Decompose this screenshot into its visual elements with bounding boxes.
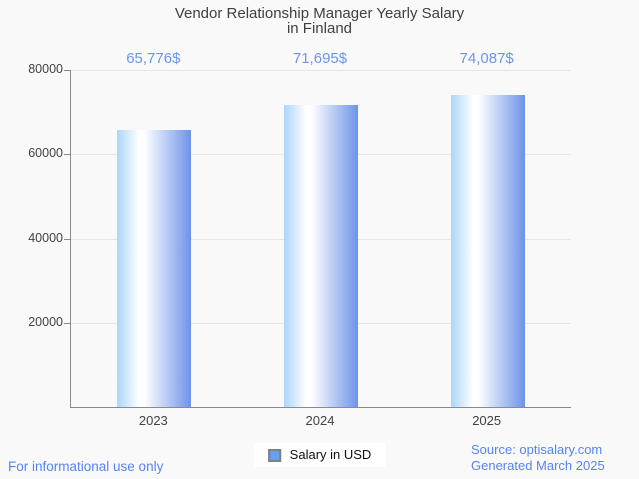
chart-title-line2: in Finland (286, 20, 353, 37)
x-axis-label-2024: 2024 (305, 413, 335, 428)
value-label-2025: 74,087$ (459, 50, 514, 67)
x-axis-label-2025: 2025 (472, 413, 502, 428)
y-tick-80000 (64, 70, 70, 71)
x-axis-label-2023: 2023 (138, 413, 168, 428)
source-block: Source: optisalary.com Generated March 2… (471, 442, 605, 474)
gridline-80000 (71, 70, 571, 71)
y-tick-20000 (64, 322, 70, 324)
bar-2025[interactable] (450, 94, 525, 407)
legend: Salary in USD (253, 443, 386, 467)
y-axis-label-60000: 60000 (28, 146, 63, 161)
y-tick-40000 (64, 238, 70, 240)
generated-text: Generated March 2025 (471, 458, 605, 473)
value-label-2024: 71,695$ (292, 50, 348, 67)
chart-title-line1: Vendor Relationship Manager Yearly Salar… (174, 5, 465, 22)
legend-label: Salary in USD (289, 447, 372, 462)
plot-area (70, 70, 571, 408)
y-axis-label-20000: 20000 (28, 314, 63, 329)
legend-swatch-icon (267, 448, 281, 462)
y-tick-60000 (64, 154, 70, 156)
chart-title: Vendor Relationship Manager Yearly Salar… (0, 6, 639, 36)
y-axis-label-40000: 40000 (28, 230, 63, 245)
bar-2024[interactable] (284, 105, 358, 407)
value-label-2023: 65,776$ (126, 50, 181, 67)
y-axis-label-80000: 80000 (28, 62, 63, 76)
disclaimer-text: For informational use only (8, 459, 164, 474)
source-text: Source: optisalary.com (471, 442, 603, 457)
bar-2023[interactable] (117, 129, 192, 407)
